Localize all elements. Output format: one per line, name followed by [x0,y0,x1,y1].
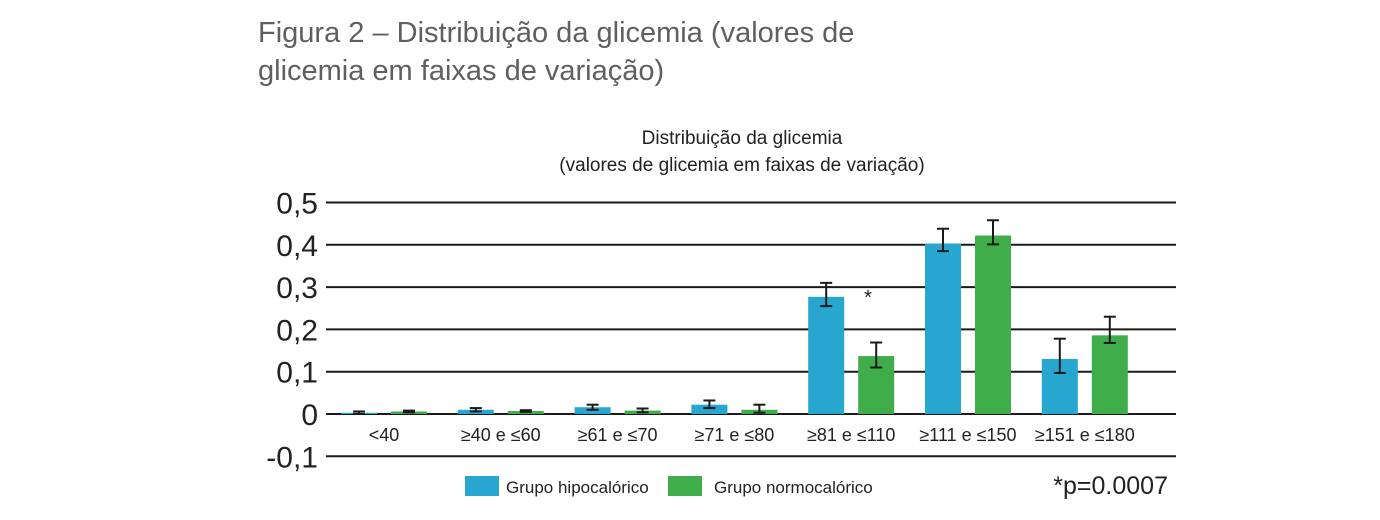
chart-title: Distribuição da glicemia [642,128,843,149]
p-value-footnote: *p=0.0007 [1053,472,1168,500]
y-tick-label: 0,5 [276,188,318,221]
figure-caption-line-1: Figura 2 – Distribuição da glicemia (val… [258,17,855,49]
bar [691,404,728,414]
gridlines [326,201,1176,458]
x-tick-label: ≥40 e ≤60 [461,425,541,445]
y-tick-label: 0,2 [276,314,318,347]
y-tick-label: 0,1 [276,357,318,390]
y-tick-label: 0,3 [276,272,318,305]
y-tick-labels: 0,5 0,4 0,3 0,2 0,1 0 -0,1 [266,188,318,475]
x-tick-label: <40 [369,425,400,445]
legend-swatch-normocalorico [668,476,702,496]
legend-label-normocalorico: Grupo normocalórico [714,478,873,497]
x-tick-labels: <40 ≥40 e ≤60 ≥61 e ≤70 ≥71 e ≤80 ≥81 e ≤110… [369,425,1135,445]
legend: Grupo hipocalórico Grupo normocalórico [465,476,873,497]
y-tick-label: 0,4 [276,230,318,263]
bars [341,235,1128,414]
legend-swatch-hipocalorico [465,476,499,496]
bar [1091,335,1128,414]
x-tick-label: ≥81 e ≤110 [807,425,896,445]
y-tick-label: 0 [301,399,318,432]
bar [925,243,961,414]
chart-subtitle: (valores de glicemia em faixas de variaç… [559,155,924,176]
bar [808,296,845,414]
bar [975,235,1011,414]
figure-caption-line-2: glicemia em faixas de variação) [258,55,665,87]
x-tick-label: ≥111 e ≤150 [919,425,1016,445]
legend-label-hipocalorico: Grupo hipocalórico [506,478,649,497]
y-tick-label: -0,1 [266,441,318,474]
x-tick-label: ≥151 e ≤180 [1035,425,1135,445]
significance-asterisk: * [864,287,872,309]
x-tick-label: ≥61 e ≤70 [578,425,658,445]
error-bars [353,219,1116,415]
figure-caption: Figura 2 – Distribuição da glicemia (val… [258,14,958,90]
x-tick-label: ≥71 e ≤80 [694,425,774,445]
